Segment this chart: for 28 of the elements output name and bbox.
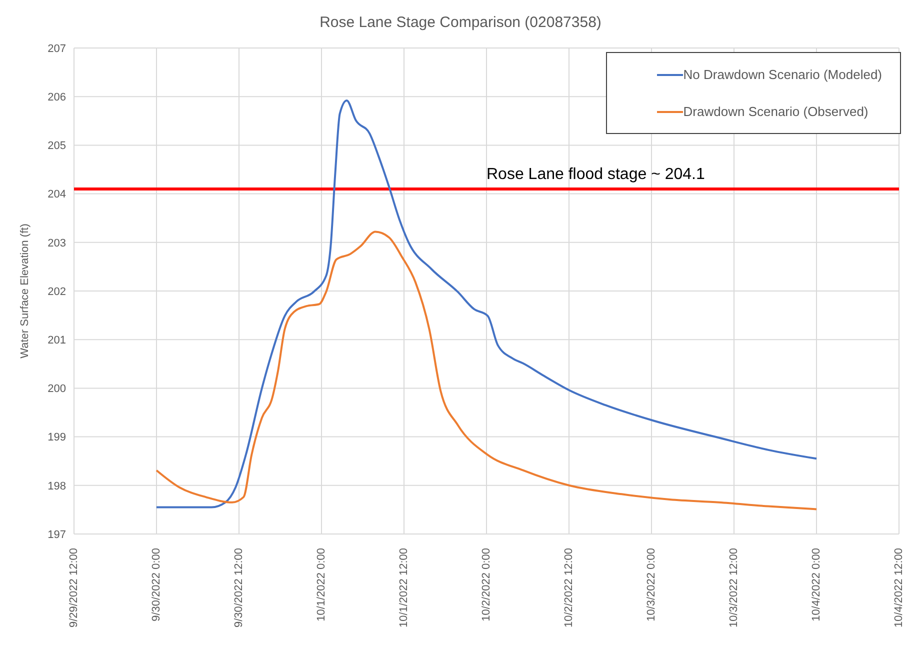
y-axis-title: Water Surface Elevation (ft)	[18, 224, 31, 358]
chart-title: Rose Lane Stage Comparison (02087358)	[318, 13, 602, 33]
x-tick-label: 9/30/2022 0:00	[150, 548, 162, 622]
y-tick-label: 207	[48, 42, 66, 55]
x-tick-label: 10/3/2022 12:00	[728, 548, 740, 628]
y-tick-label: 204	[48, 188, 66, 201]
x-tick-label: 10/2/2022 12:00	[563, 548, 575, 628]
line-series	[156, 230, 818, 510]
y-tick-label: 203	[48, 237, 66, 250]
y-tick-label: 197	[48, 528, 66, 541]
x-tick-label: 9/30/2022 12:00	[233, 548, 245, 628]
x-tick-label: 10/4/2022 0:00	[810, 548, 822, 622]
legend-label: No Drawdown Scenario (Modeled)	[683, 67, 882, 82]
y-tick-label: 198	[48, 480, 66, 492]
y-tick-label: 201	[48, 334, 66, 347]
y-tick-label: 200	[48, 383, 66, 396]
x-tick-label: 10/2/2022 0:00	[480, 548, 492, 622]
y-tick-label: 206	[48, 92, 66, 104]
x-tick-label: 9/29/2022 12:00	[68, 548, 80, 628]
y-tick-label: 202	[48, 286, 66, 298]
y-tick-label: 205	[48, 140, 66, 152]
x-tick-label: 10/1/2022 0:00	[316, 548, 328, 622]
x-tick-label: 10/3/2022 0:00	[646, 548, 658, 622]
y-tick-label: 199	[48, 432, 66, 444]
x-tick-label: 10/4/2022 12:00	[893, 548, 905, 628]
x-tick-label: 10/1/2022 12:00	[398, 548, 410, 628]
ref-line-label: Rose Lane flood stage ~ 204.1	[486, 166, 705, 183]
legend-label: Drawdown Scenario (Observed)	[683, 104, 868, 119]
